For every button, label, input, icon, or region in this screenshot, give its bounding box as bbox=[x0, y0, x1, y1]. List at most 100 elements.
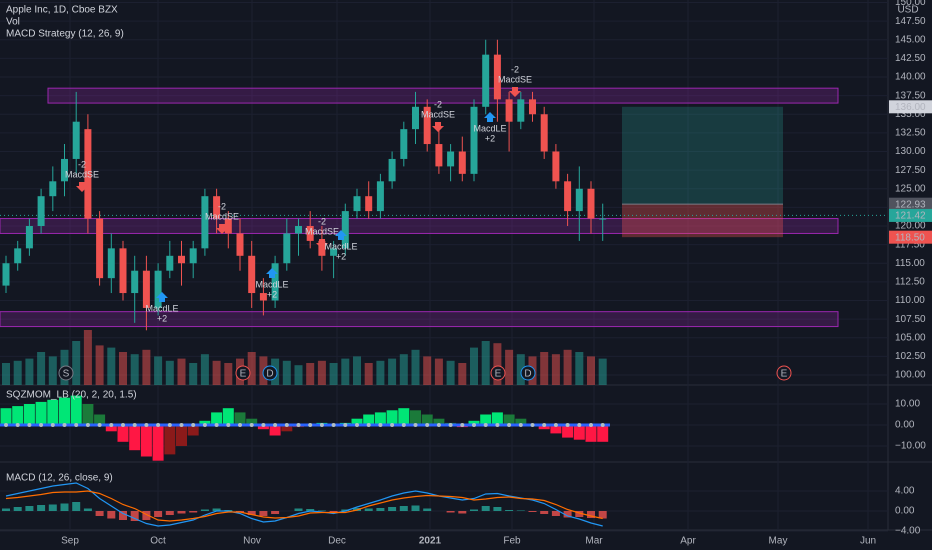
event-label: E bbox=[240, 369, 247, 380]
sqz-dot bbox=[74, 423, 79, 427]
volume-bar bbox=[165, 360, 174, 385]
sqz-bar bbox=[410, 410, 421, 425]
zone bbox=[0, 218, 839, 234]
sqz-dot bbox=[483, 423, 488, 427]
macd-hist-bar bbox=[399, 506, 408, 511]
sqz-bar bbox=[47, 399, 59, 425]
macd-hist-bar bbox=[107, 511, 116, 519]
macd-hist-bar bbox=[493, 507, 502, 511]
sqz-dot bbox=[331, 423, 336, 427]
sqz-bar bbox=[82, 404, 94, 425]
signal-qty: -2 bbox=[511, 64, 519, 74]
candle-body bbox=[37, 196, 45, 226]
volume-bar bbox=[282, 360, 291, 385]
event-marker bbox=[490, 365, 506, 381]
candle-body bbox=[2, 263, 10, 286]
volume-bar bbox=[376, 360, 385, 385]
macd-line bbox=[5, 482, 603, 527]
sqz-dot bbox=[50, 423, 55, 427]
signal-qty: +2 bbox=[267, 289, 277, 299]
y-tick-label: 127.50 bbox=[895, 165, 926, 176]
volume-bar bbox=[341, 358, 350, 385]
y-tick-label: 132.50 bbox=[895, 128, 926, 139]
macd-hist-bar bbox=[271, 511, 280, 514]
signal-label: MacdSE bbox=[205, 211, 239, 221]
sqz-bar bbox=[234, 412, 246, 425]
sqz-bar bbox=[257, 425, 269, 430]
sqz-dot bbox=[308, 423, 313, 427]
x-tick-label: Feb bbox=[503, 536, 521, 547]
volume-bar bbox=[399, 354, 408, 385]
sqz-bar bbox=[105, 425, 117, 432]
y-tick-label: 117.50 bbox=[895, 239, 925, 250]
candle-body bbox=[189, 248, 197, 264]
macd-hist-bar bbox=[587, 511, 595, 518]
sqz-dot bbox=[577, 423, 582, 427]
x-tick-label: Oct bbox=[150, 536, 166, 547]
volume-bar bbox=[13, 360, 22, 385]
sqz-dot bbox=[507, 423, 512, 427]
candle-body bbox=[107, 248, 115, 279]
sqz-dot bbox=[319, 423, 324, 427]
sqz-dot bbox=[401, 423, 406, 427]
sqz-bar bbox=[117, 425, 129, 442]
sqz-dot bbox=[448, 423, 453, 427]
y-tick-label: 102.50 bbox=[895, 351, 926, 362]
sqz-bar bbox=[585, 425, 597, 442]
candle-body bbox=[49, 181, 57, 197]
y-tick-label: 105.00 bbox=[895, 332, 926, 343]
sqz-dot bbox=[15, 423, 20, 427]
sqz-bar bbox=[503, 414, 515, 425]
candle-body bbox=[295, 226, 302, 234]
sqz-bar bbox=[176, 425, 187, 446]
macd-hist-bar bbox=[247, 511, 256, 515]
macd-hist-bar bbox=[563, 511, 572, 518]
signal-arrow bbox=[316, 239, 328, 249]
x-tick-label: Dec bbox=[328, 536, 346, 547]
sqz-dot bbox=[343, 423, 348, 427]
x-tick-label: Sep bbox=[61, 536, 79, 547]
candle-body bbox=[84, 129, 92, 219]
candle-body bbox=[271, 263, 279, 301]
signal-arrow bbox=[216, 224, 228, 234]
sqz-dot bbox=[202, 423, 207, 427]
target-tag-label: 136.00 bbox=[895, 102, 926, 113]
candle-body bbox=[529, 99, 536, 115]
macd-hist-bar bbox=[2, 508, 10, 511]
macd-hist-bar bbox=[119, 511, 127, 520]
stop-tag-label: 118.50 bbox=[895, 232, 925, 243]
volume-bar bbox=[212, 360, 221, 385]
candle-body bbox=[178, 255, 185, 264]
candle-body bbox=[248, 255, 256, 294]
sqz-bar bbox=[468, 420, 480, 425]
sqz-bar bbox=[222, 408, 234, 425]
sqz-bar bbox=[23, 404, 35, 425]
sqz-dot bbox=[273, 423, 278, 427]
signal-line bbox=[5, 490, 603, 522]
volume-bar bbox=[224, 363, 233, 385]
volume-bar bbox=[493, 343, 502, 385]
zone bbox=[0, 311, 839, 328]
candle-body bbox=[423, 106, 431, 145]
volume-bar bbox=[72, 341, 81, 385]
macd-hist-bar bbox=[411, 505, 420, 511]
signal-arrow bbox=[509, 87, 521, 97]
volume-bar bbox=[388, 358, 397, 385]
candle-body bbox=[142, 270, 150, 308]
strategy-label: MACD Strategy (12, 26, 9) bbox=[6, 29, 124, 40]
volume-bar bbox=[563, 349, 572, 385]
macd-hist-bar bbox=[376, 508, 385, 511]
macd-hist-bar bbox=[259, 511, 268, 516]
volume-bar bbox=[516, 354, 525, 385]
y-tick-label: 150.00 bbox=[895, 0, 926, 8]
volume-bar bbox=[200, 354, 209, 385]
sqz-dot bbox=[378, 423, 383, 427]
y-tick-label: 145.00 bbox=[895, 34, 926, 45]
candle-body bbox=[341, 211, 349, 249]
candle-body bbox=[25, 226, 33, 249]
signal-label: MacdLE bbox=[473, 123, 506, 133]
event-marker bbox=[262, 365, 278, 381]
sqz-dot bbox=[97, 423, 102, 427]
candle-body bbox=[119, 248, 127, 294]
volume-bar bbox=[119, 352, 127, 385]
